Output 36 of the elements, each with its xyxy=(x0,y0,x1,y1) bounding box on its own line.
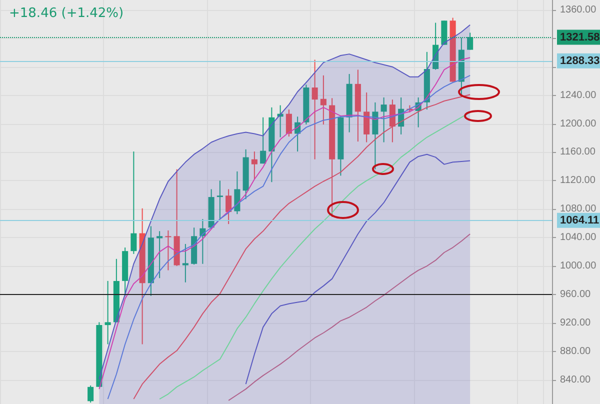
y-tick-label: 1080.00 xyxy=(560,204,597,215)
candlestick xyxy=(312,59,318,160)
candlestick xyxy=(286,109,292,138)
candlestick xyxy=(130,151,137,254)
candlestick xyxy=(216,180,223,220)
candlestick xyxy=(182,243,188,283)
ref-line-label: 1288.33 xyxy=(560,54,600,67)
line-series xyxy=(245,154,471,385)
candlestick xyxy=(320,74,326,125)
ref-line-label: 1321.58 xyxy=(560,31,600,44)
line-series xyxy=(228,234,471,401)
y-tick-label: 1120.00 xyxy=(560,175,596,186)
candlestick xyxy=(88,385,94,404)
candlestick xyxy=(372,102,378,170)
candlestick xyxy=(260,116,266,164)
candlestick xyxy=(165,230,172,271)
candlestick xyxy=(380,96,387,143)
y-tick-label: 1360.00 xyxy=(560,4,597,16)
candlestick xyxy=(156,230,163,279)
candlestick xyxy=(234,170,240,215)
ref-line-label: 1064.11 xyxy=(560,214,600,226)
text: +18.46 (+1.42%) xyxy=(9,6,124,21)
candlestick xyxy=(364,92,370,143)
y-tick-label: 960.00 xyxy=(560,288,592,300)
candlestick xyxy=(104,280,111,345)
y-tick-label: 920.00 xyxy=(560,317,592,328)
y-tick-label: 1200.00 xyxy=(560,118,597,130)
candlestick xyxy=(226,188,232,225)
candlestick xyxy=(251,151,258,180)
y-tick-label: 1000.00 xyxy=(560,260,597,272)
y-tick-label: 1240.00 xyxy=(560,90,597,101)
candlestick xyxy=(467,32,474,50)
y-tick-label: 840.00 xyxy=(560,374,592,386)
y-tick-label: 1040.00 xyxy=(560,232,597,244)
y-tick-label: 1160.00 xyxy=(560,146,596,158)
y-tick-label: 880.00 xyxy=(560,346,592,357)
